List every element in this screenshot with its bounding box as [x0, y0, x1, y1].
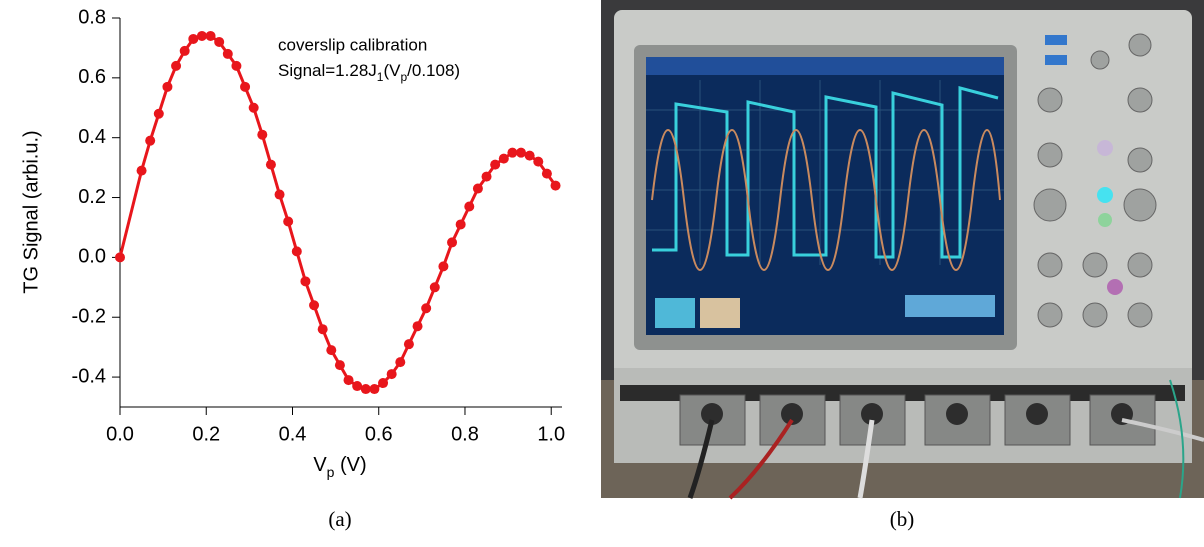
annotation: Signal=1.28J1(Vp/0.108) [278, 61, 460, 84]
data-point [490, 159, 501, 170]
data-point [498, 153, 509, 164]
y-tick-label: 0.4 [78, 126, 106, 148]
data-point [438, 261, 449, 272]
x-tick-label: 0.8 [451, 423, 479, 445]
data-point [188, 33, 199, 44]
photo [601, 0, 1204, 500]
data-point [421, 303, 432, 314]
x-label-part: V [313, 454, 327, 476]
data-point [115, 252, 125, 263]
data-point [541, 168, 552, 179]
caption: (a) [328, 507, 351, 531]
annotation-sub: p [400, 70, 407, 84]
y-axis-label: TG Signal (arbi.u.) [20, 130, 42, 293]
y-tick-label: 0.8 [78, 6, 106, 28]
annotation-sub: 1 [377, 70, 384, 84]
x-label-sub: p [327, 464, 335, 480]
data-point [300, 276, 311, 287]
data-point [360, 384, 371, 395]
data-point [309, 300, 320, 311]
x-tick-label: 0.0 [106, 423, 134, 445]
data-point [386, 369, 397, 380]
data-point [472, 183, 483, 194]
data-point [481, 171, 492, 182]
data-point [429, 282, 440, 293]
annotation-part: Signal=1.28J [278, 61, 377, 80]
data-point [291, 246, 302, 257]
series-line [118, 34, 557, 391]
y-tick-label: 0.0 [78, 246, 106, 268]
data-point [343, 375, 354, 386]
data-point [412, 321, 423, 332]
data-point [257, 129, 268, 140]
data-point [516, 147, 527, 158]
data-point [231, 60, 242, 71]
data-point [162, 81, 173, 92]
chart: -0.4 -0.2 0.0 0.2 0.4 0.6 0.8 0.0 0.2 0.4 0.6 0.8 1.… [72, 6, 566, 445]
data-point [403, 339, 414, 350]
data-point [240, 81, 251, 92]
data-point [326, 345, 337, 356]
y-tick-label: -0.4 [72, 365, 106, 387]
data-point [317, 324, 328, 335]
annotation: coverslip calibration [278, 35, 427, 54]
caption: (b) [890, 507, 915, 531]
y-tick-label: -0.2 [72, 306, 106, 328]
x-tick-label: 0.6 [365, 423, 393, 445]
data-point [464, 201, 475, 212]
data-point [378, 378, 389, 389]
annotation-part: /0.108) [407, 61, 460, 80]
data-point [524, 150, 535, 161]
data-point [214, 36, 225, 47]
data-point [205, 30, 216, 41]
data-point [447, 237, 458, 248]
data-point [274, 189, 285, 200]
data-point [283, 216, 294, 227]
data-point [352, 381, 363, 392]
x-tick-label: 1.0 [537, 423, 565, 445]
x-tick-label: 0.2 [192, 423, 220, 445]
x-tick-label: 0.4 [279, 423, 307, 445]
data-point [265, 159, 276, 170]
data-point [179, 45, 190, 56]
data-point [550, 180, 561, 191]
data-point [136, 165, 147, 176]
data-point [248, 102, 259, 113]
y-tick-label: 0.2 [78, 186, 106, 208]
x-axis-label: Vp (V) [313, 454, 366, 479]
data-point [334, 360, 345, 371]
data-point [533, 156, 544, 167]
data-point [369, 384, 380, 395]
data-point [395, 357, 406, 368]
x-label-part: (V) [334, 454, 366, 476]
data-point [196, 30, 207, 41]
annotation-part: (V [383, 61, 401, 80]
data-point [455, 219, 466, 230]
data-point [145, 135, 156, 146]
data-point [153, 108, 164, 119]
y-tick-label: 0.6 [78, 66, 106, 88]
data-point [507, 147, 518, 158]
data-point [171, 60, 182, 71]
data-point [222, 48, 233, 59]
